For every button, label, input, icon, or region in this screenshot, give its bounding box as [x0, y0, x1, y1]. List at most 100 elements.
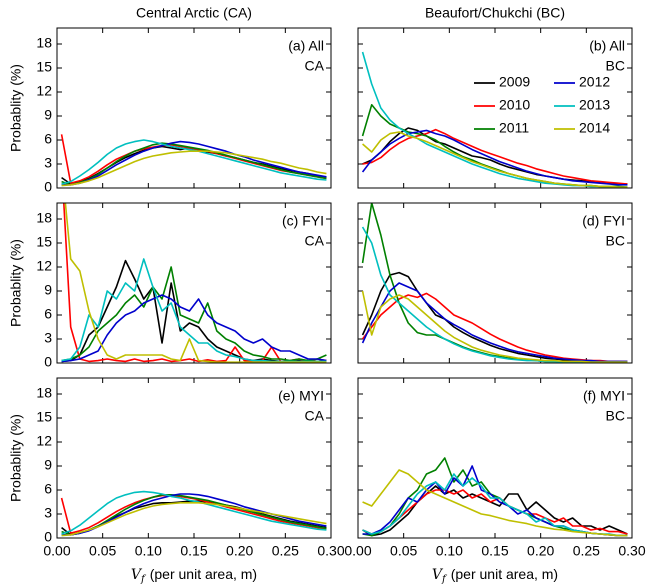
x-label-subscript: f [441, 574, 448, 585]
x-label-text: (per unit area, m) [150, 566, 257, 582]
x-tick-label: 0.10 [135, 543, 162, 559]
panel-annotation: BC [606, 408, 625, 424]
y-tick-label: 0 [44, 354, 52, 370]
panel: 0 3 6 9 12 15 18 0.00 0.05 0.10 0.15 0.20 0.25 0.30 Pr… [8, 377, 345, 585]
y-axis-label: Probablity (%) [8, 239, 24, 327]
y-tick-label: 18 [36, 35, 52, 51]
y-axis-label: Probablity (%) [8, 414, 24, 502]
series-line [361, 129, 628, 186]
legend-label: 2010 [499, 97, 530, 113]
panel-annotation: (e) MYI [278, 388, 324, 404]
x-label-symbol: V [131, 567, 143, 583]
series-line [61, 490, 327, 535]
y-tick-label: 6 [44, 131, 52, 147]
x-axis-label: Vf (per unit area, m) [432, 566, 558, 585]
series-line [362, 128, 628, 185]
x-axis-label: Vf (per unit area, m) [131, 566, 257, 585]
plot-area [61, 203, 327, 363]
plot-area [362, 457, 628, 537]
axes-frame [56, 202, 332, 364]
y-tick-label: 12 [36, 433, 52, 449]
y-tick-label: 3 [44, 505, 52, 521]
x-label-subscript: f [140, 574, 147, 585]
column-title: Beaufort/Chukchi (BC) [425, 5, 565, 21]
plot-area [361, 203, 628, 363]
panel-annotation: CA [305, 58, 325, 74]
column-title: Central Arctic (CA) [136, 5, 252, 21]
series-line [61, 493, 327, 536]
legend-label: 2009 [499, 74, 530, 90]
legend-label: 2011 [499, 120, 529, 136]
legend-label: 2012 [579, 74, 610, 90]
series-line [361, 226, 628, 363]
y-tick-label: 3 [44, 330, 52, 346]
y-tick-label: 18 [36, 210, 52, 226]
x-tick-label: 0.20 [527, 543, 554, 559]
panel: 0 3 6 9 12 15 18 Central Arctic (CA) Probablity … [8, 5, 332, 195]
series-line [61, 494, 327, 536]
x-tick-label: 0.25 [573, 543, 600, 559]
x-tick-label: 0.00 [43, 543, 70, 559]
y-tick-label: 15 [36, 234, 52, 250]
panel-annotation: (b) All [589, 38, 625, 54]
series-line [61, 258, 327, 363]
series-line [361, 292, 628, 363]
legend-label: 2014 [579, 120, 610, 136]
series-line [362, 457, 628, 537]
series-line [61, 502, 327, 537]
y-tick-label: 9 [44, 107, 52, 123]
x-tick-label: 0.15 [481, 543, 508, 559]
series-line [61, 266, 327, 362]
y-tick-label: 6 [44, 481, 52, 497]
axes-frame [357, 202, 633, 364]
x-tick-label: 0.20 [226, 543, 253, 559]
series-line [361, 104, 628, 188]
series-line [362, 131, 628, 188]
y-tick-label: 9 [44, 282, 52, 298]
y-tick-label: 0 [44, 179, 52, 195]
panel: 0.00 0.05 0.10 0.15 0.20 0.25 0.30 Vf (per unit … [344, 377, 646, 585]
x-tick-label: 0.05 [89, 543, 116, 559]
plot-area [60, 490, 327, 537]
series-line [361, 290, 628, 363]
series-line [61, 140, 327, 186]
x-tick-label: 0.05 [390, 543, 417, 559]
plot-area [60, 134, 327, 187]
panel-annotation: BC [606, 58, 625, 74]
x-label-symbol: V [432, 567, 444, 583]
x-tick-label: 0.25 [272, 543, 299, 559]
panel-annotation: (d) FYI [582, 213, 625, 229]
axes-frame [56, 27, 332, 189]
y-tick-label: 0 [44, 529, 52, 545]
series-line [64, 203, 327, 363]
series-line [61, 150, 327, 187]
series-line [361, 271, 628, 363]
x-tick-label: 0.30 [317, 543, 344, 559]
panel-annotation: (f) MYI [583, 388, 625, 404]
y-tick-label: 15 [36, 59, 52, 75]
panel: (d) FYI BC [357, 202, 633, 364]
y-tick-label: 3 [44, 155, 52, 171]
panel-annotation: CA [305, 233, 325, 249]
series-line [361, 282, 628, 363]
plot-area [361, 51, 628, 188]
y-axis-label: Probablity (%) [8, 64, 24, 152]
x-tick-label: 0.10 [436, 543, 463, 559]
panel-annotation: (a) All [288, 38, 324, 54]
panel: Beaufort/Chukchi (BC) (b) All BC 2009 2010 20… [357, 5, 633, 189]
series-line [61, 294, 327, 363]
y-tick-label: 12 [36, 83, 52, 99]
series-line [362, 469, 628, 537]
series-line [61, 139, 327, 185]
y-tick-label: 9 [44, 457, 52, 473]
axes-frame [357, 377, 633, 539]
series-line [362, 489, 628, 535]
panel-annotation: (c) FYI [282, 213, 324, 229]
axes-frame [357, 27, 633, 189]
x-label-text: (per unit area, m) [451, 566, 558, 582]
y-tick-label: 12 [36, 258, 52, 274]
panel-annotation: CA [305, 408, 325, 424]
panel: 0 3 6 9 12 15 18 Probablity (%) (c) FYI CA [8, 202, 332, 370]
